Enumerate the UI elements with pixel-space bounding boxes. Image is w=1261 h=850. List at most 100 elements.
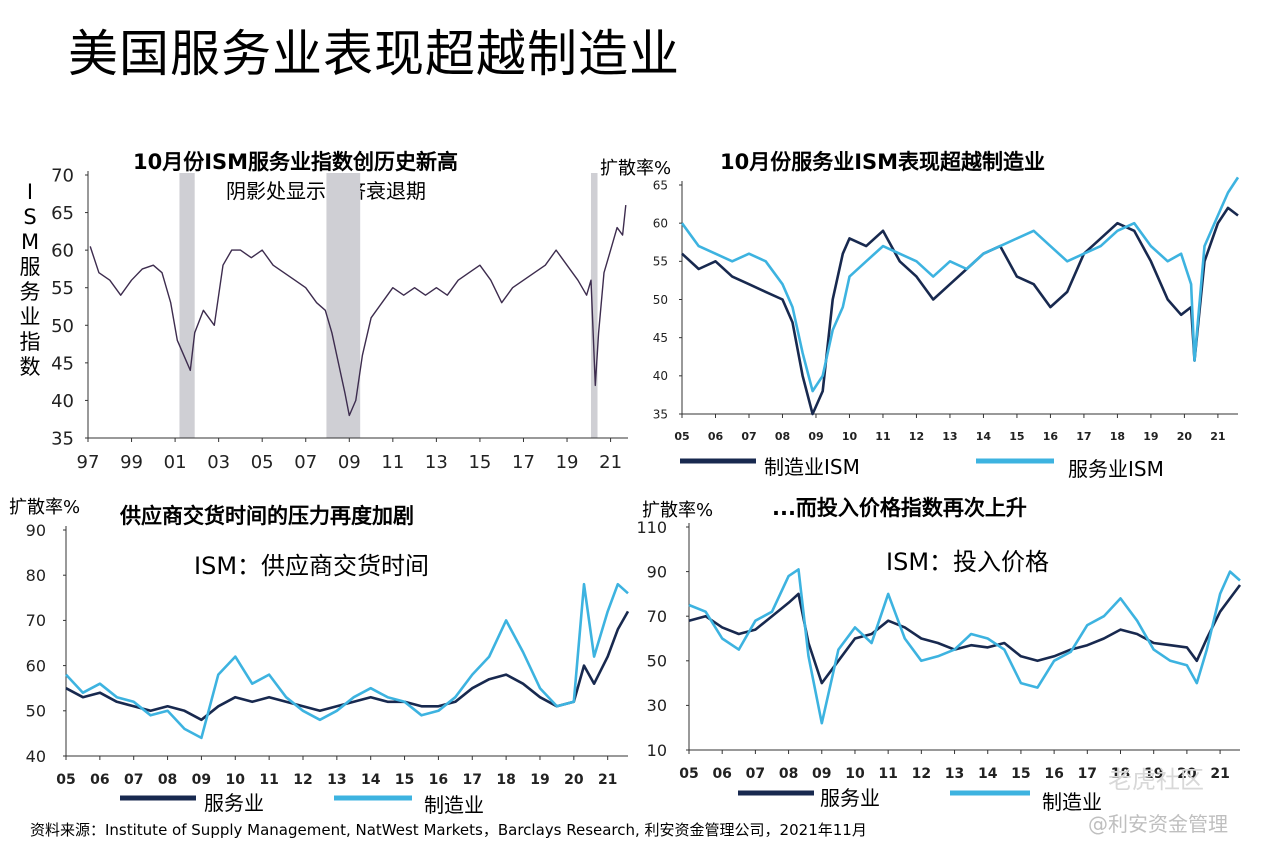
- c2-xtick-label: 18: [1110, 430, 1125, 443]
- c2-xtick-label: 06: [708, 430, 724, 443]
- c3-ytick-label: 80: [26, 566, 46, 585]
- c3-xtick-label: 06: [90, 772, 109, 788]
- c1-xtick-label: 97: [77, 452, 100, 473]
- chart1-ylabel-char: S: [23, 205, 37, 229]
- c1-xtick-label: 09: [338, 452, 361, 473]
- c4-xtick-label: 14: [978, 766, 998, 782]
- chart1-ylabel-char: 务: [19, 280, 41, 304]
- chart3-subtitle: ISM：供应商交货时间: [194, 552, 430, 580]
- c3-xtick-label: 21: [598, 772, 617, 788]
- source-note: 资料来源：Institute of Supply Management, Nat…: [30, 821, 867, 839]
- c3-xtick-label: 10: [226, 772, 246, 788]
- c4-xtick-label: 12: [912, 766, 931, 782]
- c2-xtick-label: 12: [909, 430, 924, 443]
- c3-xtick-label: 05: [56, 772, 75, 788]
- c1-xtick-label: 05: [251, 452, 274, 473]
- c2-xtick-label: 11: [875, 430, 890, 443]
- c4-xtick-label: 06: [712, 766, 731, 782]
- c3-xtick-label: 15: [395, 772, 414, 788]
- c1-xtick-label: 21: [599, 452, 622, 473]
- c1-xtick-label: 11: [381, 452, 404, 473]
- chart1-ylabel-char: 业: [19, 305, 41, 329]
- c1-recession-shade: [326, 173, 361, 438]
- chart2-title: 10月份服务业ISM表现超越制造业: [720, 150, 1046, 174]
- c4-xtick-label: 20: [1177, 766, 1197, 782]
- chart1-ylabel-char: 服: [19, 255, 41, 279]
- chart1-ylabel-char: 数: [19, 355, 41, 379]
- c3-xtick-label: 19: [530, 772, 549, 788]
- chart4-legend-manufacturing: 制造业: [1042, 790, 1102, 814]
- c4-ytick-label: 50: [647, 652, 667, 671]
- c1-xtick-label: 19: [556, 452, 579, 473]
- c4-xtick-label: 19: [1144, 766, 1163, 782]
- chart3-title: 供应商交货时间的压力再度加剧: [120, 504, 414, 528]
- c2-ytick-label: 65: [653, 178, 668, 192]
- c4-ytick-label: 90: [647, 562, 667, 581]
- c3-xtick-label: 08: [158, 772, 177, 788]
- c1-xtick-label: 03: [207, 452, 230, 473]
- c2-xtick-label: 13: [942, 430, 957, 443]
- c1-ytick-label: 45: [51, 353, 74, 374]
- c2-xtick-label: 09: [808, 430, 823, 443]
- c2-series-line-1: [680, 176, 1240, 393]
- c3-ytick-label: 60: [26, 656, 46, 675]
- c4-xtick-label: 11: [878, 766, 897, 782]
- c4-xtick-label: 17: [1078, 766, 1097, 782]
- chart1-ylabel-char: I: [26, 180, 34, 204]
- c4-xtick-label: 15: [1011, 766, 1030, 782]
- c2-ytick-label: 50: [653, 293, 668, 307]
- c2-ytick-label: 55: [653, 255, 668, 269]
- c2-series-line-0: [681, 206, 1239, 416]
- c4-series-line-0: [688, 584, 1242, 685]
- c2-xtick-label: 10: [842, 430, 858, 443]
- c3-xtick-label: 11: [259, 772, 278, 788]
- chart2-legend-manufacturing: 制造业ISM: [764, 455, 860, 479]
- c3-xtick-label: 07: [124, 772, 143, 788]
- chart3-legend-services: 服务业: [204, 791, 264, 815]
- c4-xtick-label: 10: [845, 766, 865, 782]
- watermark-bottom: @利安资金管理: [1088, 812, 1228, 836]
- c4-xtick-label: 09: [812, 766, 831, 782]
- c1-ytick-label: 70: [51, 165, 74, 186]
- c3-xtick-label: 18: [496, 772, 515, 788]
- c4-ytick-label: 10: [647, 741, 667, 760]
- chart1-subtitle: 阴影处显示经济衰退期: [226, 179, 426, 203]
- c4-ytick-label: 70: [647, 607, 667, 626]
- c3-xtick-label: 13: [327, 772, 346, 788]
- c4-xtick-label: 08: [779, 766, 798, 782]
- chart3-unit-label: 扩散率%: [9, 497, 81, 518]
- c3-xtick-label: 17: [463, 772, 482, 788]
- c4-xtick-label: 05: [679, 766, 698, 782]
- c1-recession-shade: [179, 173, 195, 438]
- c4-xtick-label: 13: [945, 766, 964, 782]
- chart4-subtitle: ISM：投入价格: [886, 548, 1050, 576]
- c2-ytick-label: 45: [653, 331, 668, 345]
- c4-ytick-label: 110: [636, 518, 667, 537]
- c2-xtick-label: 16: [1043, 430, 1059, 443]
- watermark-top: 老虎社区: [1108, 766, 1204, 794]
- c3-xtick-label: 20: [564, 772, 584, 788]
- c1-xtick-label: 01: [164, 452, 187, 473]
- c3-xtick-label: 09: [192, 772, 211, 788]
- c2-xtick-label: 19: [1143, 430, 1158, 443]
- c4-xtick-label: 16: [1044, 766, 1063, 782]
- chart1-ylabel-char: M: [20, 230, 40, 254]
- c1-xtick-label: 13: [425, 452, 448, 473]
- c2-xtick-label: 14: [976, 430, 992, 443]
- page-title: 美国服务业表现超越制造业: [68, 25, 680, 83]
- c2-xtick-label: 05: [674, 430, 689, 443]
- c3-ytick-label: 70: [26, 611, 46, 630]
- c3-series-line-1: [65, 582, 629, 740]
- c1-xtick-label: 17: [512, 452, 535, 473]
- c4-series-line-1: [688, 568, 1241, 725]
- c2-xtick-label: 15: [1009, 430, 1024, 443]
- c4-xtick-label: 21: [1210, 766, 1229, 782]
- c2-xtick-label: 07: [741, 430, 756, 443]
- c4-xtick-label: 18: [1111, 766, 1130, 782]
- c1-ytick-label: 50: [51, 316, 74, 337]
- chart1-title: 10月份ISM服务业指数创历史新高: [133, 150, 459, 174]
- c2-ytick-label: 40: [653, 369, 668, 383]
- c3-xtick-label: 16: [429, 772, 448, 788]
- c1-xtick-label: 15: [468, 452, 491, 473]
